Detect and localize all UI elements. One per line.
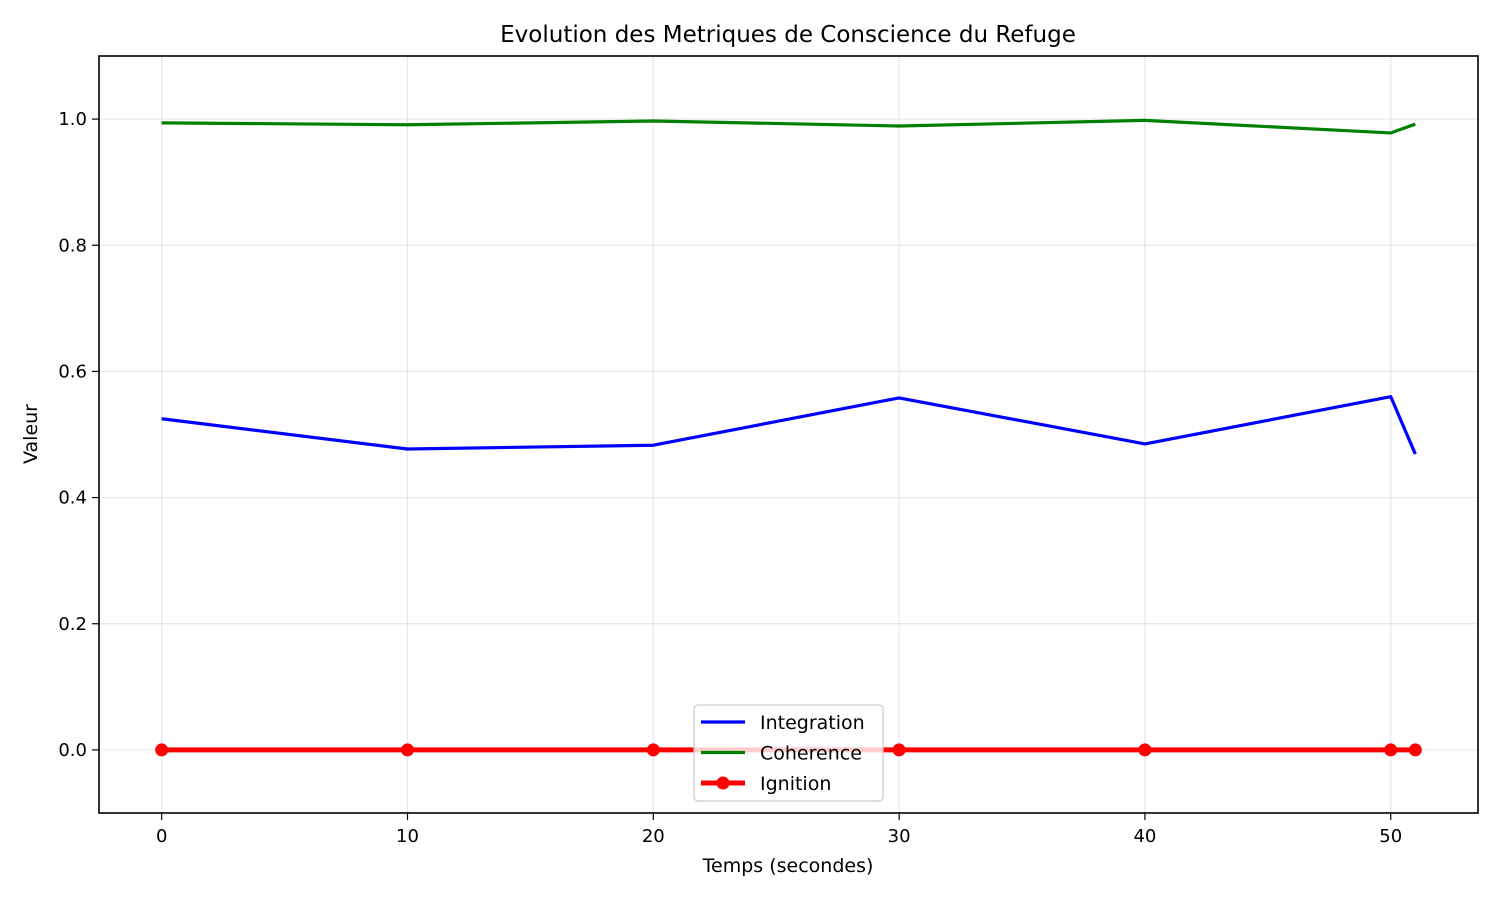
legend-label-coherence: Coherence — [760, 743, 862, 765]
series-point-ignition-2 — [646, 743, 660, 757]
series-point-ignition-4 — [1138, 743, 1152, 757]
legend-frame — [693, 704, 884, 802]
plot-frame — [98, 55, 1479, 814]
x-tick-label-2: 20 — [642, 826, 665, 847]
x-tick-label-5: 50 — [1379, 826, 1402, 847]
series-line-integration — [161, 395, 1417, 455]
y-tick-label-0: 0.0 — [58, 740, 87, 761]
x-tick-label-4: 40 — [1133, 826, 1156, 847]
chart-title: Evolution des Metriques de Conscience du… — [500, 22, 1076, 48]
series-point-ignition-6 — [1408, 743, 1422, 757]
legend-marker-ignition — [716, 776, 730, 790]
y-tick-label-4: 0.8 — [58, 235, 87, 256]
legend-label-ignition: Ignition — [760, 773, 831, 795]
legend: Integration Coherence Ignition — [693, 704, 884, 802]
series-point-ignition-3 — [892, 743, 906, 757]
series-point-ignition-5 — [1384, 743, 1398, 757]
y-tick-label-3: 0.6 — [58, 361, 87, 382]
series-point-ignition-0 — [155, 743, 169, 757]
series-line-coherence — [161, 118, 1416, 135]
y-tick-label-5: 1.0 — [58, 109, 87, 130]
series-point-ignition-1 — [400, 743, 414, 757]
x-tick-label-3: 30 — [888, 826, 911, 847]
series-layer — [155, 118, 1422, 757]
x-axis-label: Temps (secondes) — [702, 855, 874, 877]
x-tick-label-0: 0 — [156, 826, 167, 847]
y-axis-label: Valeur — [20, 404, 42, 464]
tick-layer: 0 10 20 30 40 50 0.0 0.2 0.4 0.6 0.8 1.0 — [58, 109, 1402, 847]
y-tick-label-1: 0.2 — [58, 614, 87, 635]
x-tick-label-1: 10 — [396, 826, 419, 847]
y-tick-label-2: 0.4 — [58, 488, 87, 509]
legend-label-integration: Integration — [760, 712, 865, 734]
legend-entries: Integration Coherence Ignition — [701, 712, 865, 795]
